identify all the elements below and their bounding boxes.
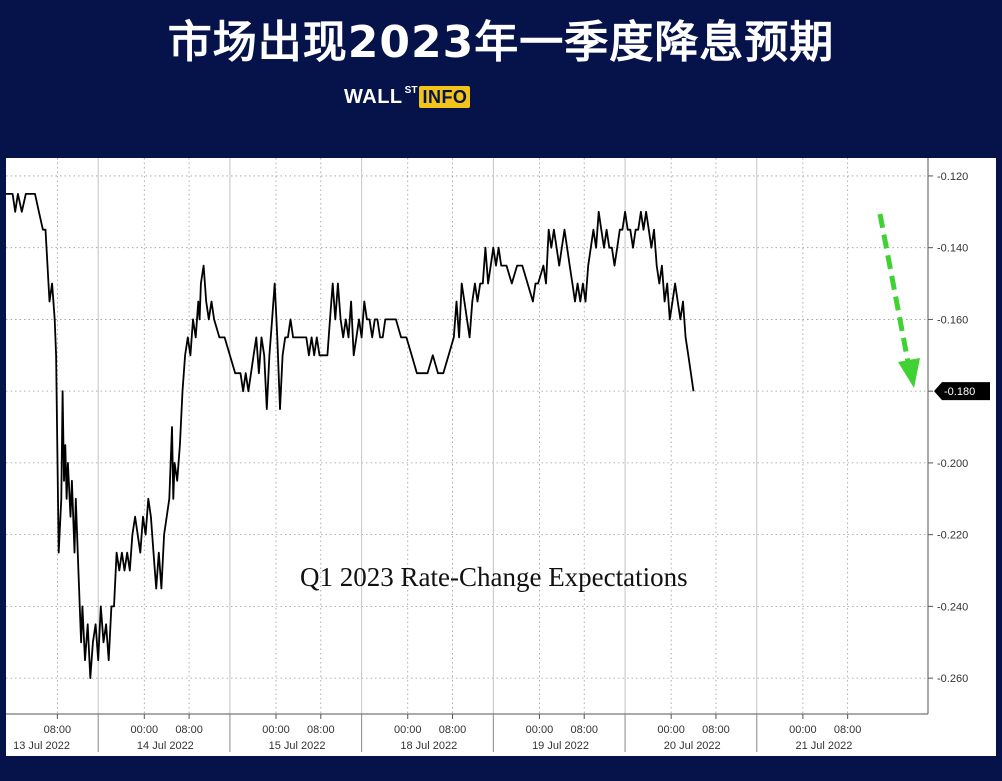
x-date-label: 15 Jul 2022 bbox=[269, 740, 326, 752]
x-tick-label: 00:00 bbox=[394, 724, 422, 736]
chart-panel: 08:00 00:00 08:00 00:00 08:00 00:00 08:00 00:00… bbox=[6, 158, 996, 756]
y-tick-label: -0.240 bbox=[937, 601, 968, 613]
y-tick-label: -0.200 bbox=[937, 458, 968, 470]
x-tick-label: 08:00 bbox=[44, 724, 72, 736]
x-tick-label: 08:00 bbox=[834, 724, 862, 736]
brand-logo: WALL ST INFO bbox=[344, 84, 471, 110]
x-tick-label: 00:00 bbox=[526, 724, 554, 736]
series-layer bbox=[6, 193, 695, 679]
trend-arrow-icon bbox=[877, 213, 920, 388]
x-tick-label: 08:00 bbox=[702, 724, 730, 736]
x-date-label: 19 Jul 2022 bbox=[532, 740, 589, 752]
last-value-marker: -0.180 bbox=[934, 382, 990, 401]
x-date-label: 20 Jul 2022 bbox=[664, 740, 721, 752]
x-tick-label: 08:00 bbox=[439, 724, 467, 736]
last-value-label: -0.180 bbox=[944, 386, 975, 398]
x-tick-label: 08:00 bbox=[175, 724, 203, 736]
brand-st: ST bbox=[404, 85, 418, 96]
x-date-label: 13 Jul 2022 bbox=[13, 740, 70, 752]
x-date-label: 18 Jul 2022 bbox=[400, 740, 457, 752]
gridlines bbox=[6, 158, 928, 714]
brand-info: INFO bbox=[419, 86, 471, 108]
last-value-badge bbox=[934, 382, 990, 401]
x-tick-label: 08:00 bbox=[570, 724, 598, 736]
rate-expectations-chart: 08:00 00:00 08:00 00:00 08:00 00:00 08:00 00:00… bbox=[6, 158, 990, 752]
axes bbox=[6, 158, 929, 715]
y-tick-label: -0.160 bbox=[937, 314, 968, 326]
y-axis-ticks: -0.120-0.140-0.160-0.180-0.200-0.220-0.2… bbox=[928, 171, 968, 685]
trend-arrow-shaft bbox=[877, 213, 911, 363]
x-tick-label: 08:00 bbox=[307, 724, 335, 736]
x-tick-label: 00:00 bbox=[657, 724, 685, 736]
x-date-label: 21 Jul 2022 bbox=[796, 740, 853, 752]
x-tick-label: 00:00 bbox=[262, 724, 290, 736]
chart-annotation: Q1 2023 Rate-Change Expectations bbox=[300, 562, 688, 592]
y-tick-label: -0.260 bbox=[937, 673, 968, 685]
x-tick-label: 00:00 bbox=[131, 724, 159, 736]
brand-wall: WALL bbox=[344, 86, 403, 108]
x-date-label: 14 Jul 2022 bbox=[137, 740, 194, 752]
page-title: 市场出现2023年一季度降息预期 bbox=[167, 17, 835, 68]
x-tick-label: 00:00 bbox=[789, 724, 817, 736]
x-axis-ticks: 08:00 00:00 08:00 00:00 08:00 00:00 08:00 00:00… bbox=[13, 714, 861, 752]
trend-arrow-head bbox=[898, 358, 920, 388]
y-tick-label: -0.220 bbox=[937, 530, 968, 542]
y-tick-label: -0.140 bbox=[937, 243, 968, 255]
y-tick-label: -0.120 bbox=[937, 171, 968, 183]
series-line bbox=[6, 193, 695, 679]
